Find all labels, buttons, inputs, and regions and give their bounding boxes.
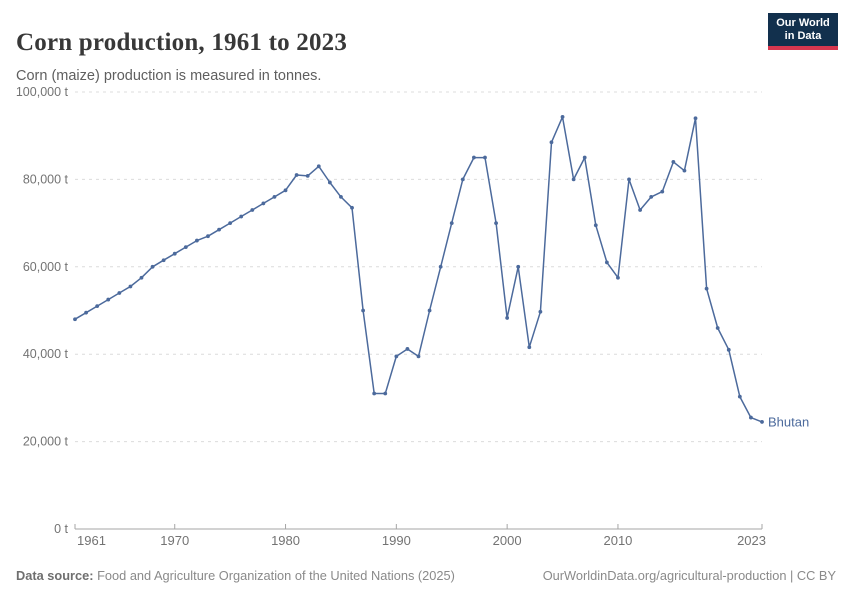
data-point-1964[interactable] (106, 297, 111, 302)
data-point-1969[interactable] (161, 258, 166, 263)
data-point-2007[interactable] (582, 155, 587, 160)
data-point-1975[interactable] (228, 221, 233, 226)
data-point-1970[interactable] (172, 251, 177, 256)
series-line-bhutan (74, 116, 763, 423)
data-point-2000[interactable] (505, 316, 510, 320)
data-point-1973[interactable] (206, 234, 210, 239)
data-point-2003[interactable] (538, 309, 543, 314)
data-point-1996[interactable] (460, 177, 465, 182)
data-point-2004[interactable] (549, 140, 554, 145)
data-point-1999[interactable] (494, 221, 498, 226)
data-point-1994[interactable] (438, 264, 443, 269)
data-point-1977[interactable] (250, 208, 255, 212)
y-tick-label-80000: 80,000 t (23, 172, 69, 186)
data-point-1976[interactable] (239, 214, 244, 219)
data-point-2005[interactable] (560, 115, 565, 119)
owid-logo-line1: Our World (776, 17, 830, 29)
y-tick-label-100000: 100,000 t (16, 85, 69, 99)
data-point-1982[interactable] (305, 174, 310, 178)
data-point-1979[interactable] (272, 194, 277, 199)
x-tick-label-1990: 1990 (382, 533, 411, 548)
data-point-2010[interactable] (616, 275, 620, 280)
data-point-1965[interactable] (117, 291, 122, 295)
data-point-2016[interactable] (682, 168, 687, 173)
data-point-2009[interactable] (604, 260, 609, 265)
data-point-2018[interactable] (704, 286, 709, 291)
data-point-1989[interactable] (383, 391, 388, 396)
data-point-2017[interactable] (693, 116, 698, 121)
data-point-1984[interactable] (327, 180, 332, 185)
data-point-2012[interactable] (638, 208, 643, 212)
data-point-2002[interactable] (527, 345, 532, 350)
data-point-1963[interactable] (95, 304, 100, 309)
y-tick-label-40000: 40,000 t (23, 347, 69, 361)
data-point-1998[interactable] (483, 155, 487, 160)
data-point-1988[interactable] (372, 391, 377, 396)
chart-footer: Data source: Food and Agriculture Organi… (16, 568, 836, 583)
y-tick-label-20000: 20,000 t (23, 435, 69, 449)
data-point-1966[interactable] (128, 284, 133, 289)
y-tick-label-60000: 60,000 t (23, 260, 69, 274)
data-point-1997[interactable] (472, 155, 476, 160)
data-point-2022[interactable] (749, 415, 753, 420)
data-point-2013[interactable] (649, 194, 654, 199)
owid-logo[interactable]: Our World in Data (768, 13, 838, 50)
line-chart-canvas[interactable]: 0 t 20,000 t 40,000 t 60,000 t 80,000 t 100,0… (0, 0, 850, 560)
data-point-1968[interactable] (150, 264, 155, 269)
data-point-1985[interactable] (339, 194, 343, 199)
data-point-2001[interactable] (516, 264, 521, 269)
data-point-1962[interactable] (84, 310, 88, 315)
data-point-1972[interactable] (194, 238, 199, 243)
x-tick-label-2010: 2010 (603, 533, 632, 548)
data-point-2014[interactable] (660, 189, 665, 194)
data-point-1967[interactable] (139, 275, 144, 280)
x-tick-label-1961: 1961 (77, 533, 106, 548)
data-point-1995[interactable] (449, 221, 454, 226)
x-tick-label-1980: 1980 (271, 533, 300, 548)
credit-link[interactable]: OurWorldinData.org/agricultural-producti… (542, 568, 836, 583)
data-source-label: Data source: (16, 568, 94, 583)
data-point-2006[interactable] (571, 177, 576, 182)
data-point-1974[interactable] (217, 227, 221, 232)
data-point-1986[interactable] (350, 205, 354, 210)
data-point-1971[interactable] (183, 245, 188, 250)
data-point-1990[interactable] (394, 354, 399, 359)
data-point-2011[interactable] (627, 177, 631, 182)
x-tick-label-1970: 1970 (160, 533, 189, 548)
data-point-2008[interactable] (593, 223, 598, 228)
data-source-text: Food and Agriculture Organization of the… (97, 568, 455, 583)
y-tick-label-0: 0 t (54, 522, 68, 536)
owid-logo-line2: in Data (784, 30, 822, 42)
data-point-1991[interactable] (405, 347, 410, 351)
data-source: Data source: Food and Agriculture Organi… (16, 568, 455, 583)
data-point-2020[interactable] (726, 347, 731, 352)
data-point-1992[interactable] (416, 354, 421, 359)
data-point-2019[interactable] (715, 326, 720, 330)
data-point-1981[interactable] (294, 173, 299, 177)
data-point-1993[interactable] (427, 308, 432, 313)
chart-title: Corn production, 1961 to 2023 (16, 28, 348, 56)
x-tick-label-2000: 2000 (493, 533, 522, 548)
chart-subtitle: Corn (maize) production is measured in t… (16, 67, 322, 84)
data-point-1983[interactable] (316, 164, 321, 169)
data-point-2015[interactable] (671, 160, 676, 164)
data-point-1961[interactable] (73, 317, 77, 322)
x-tick-label-2023: 2023 (737, 533, 766, 548)
entity-label-bhutan[interactable]: Bhutan (768, 414, 809, 429)
data-point-1987[interactable] (361, 308, 365, 313)
data-point-2023[interactable] (760, 420, 764, 424)
data-point-1980[interactable] (283, 188, 288, 193)
data-point-2021[interactable] (737, 394, 742, 399)
data-point-1978[interactable] (261, 201, 266, 206)
